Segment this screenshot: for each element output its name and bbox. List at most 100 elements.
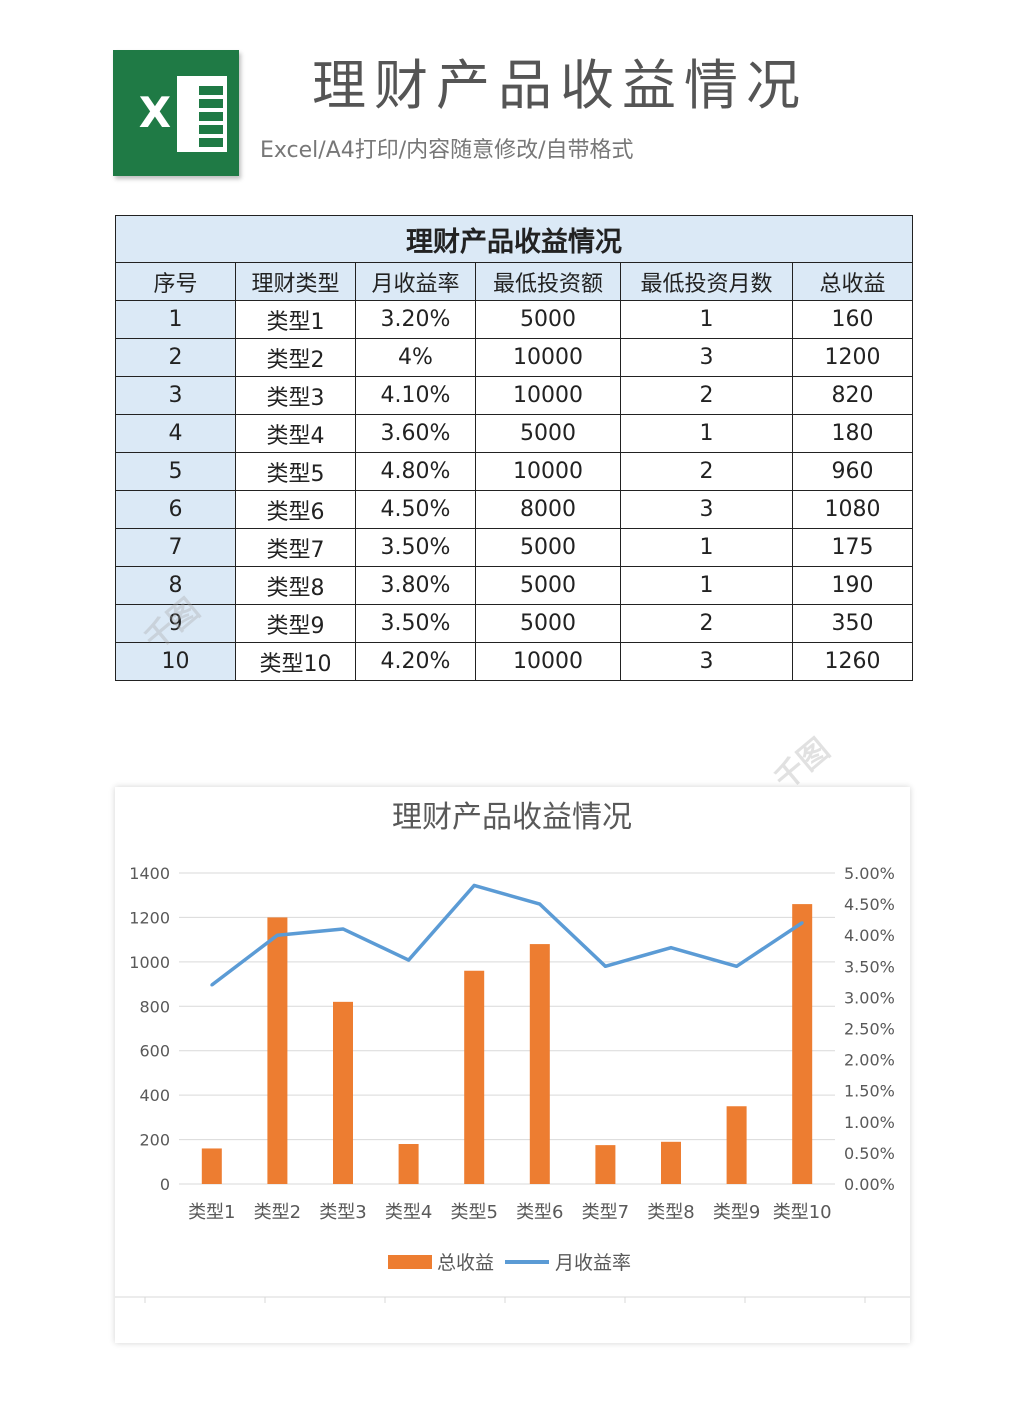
line-point [341,927,345,931]
x-tick-label: 类型2 [254,1202,301,1223]
line-point [800,921,804,925]
table-cell: 1 [115,300,236,339]
table-cell: 1 [620,566,793,605]
y-right-tick-label: 5.00% [844,864,895,883]
table-cell: 3 [620,642,793,681]
column-header: 月收益率 [355,262,476,301]
y-left-tick-label: 400 [139,1086,170,1105]
line-point [210,983,214,987]
bar-total-income [267,917,288,1184]
y-right-tick-label: 0.00% [844,1175,895,1194]
column-header: 序号 [115,262,236,301]
table-cell: 4 [115,414,236,453]
table-cell: 10000 [475,452,621,491]
y-right-tick-label: 4.00% [844,926,895,945]
table-row: 10 类型10 4.20% 10000 3 1260 [115,642,914,681]
table-cell: 1 [620,414,793,453]
table-cell: 5000 [475,414,621,453]
table-cell: 4.50% [355,490,476,529]
x-tick-label: 类型7 [582,1202,629,1223]
y-right-tick-label: 0.50% [844,1144,895,1163]
y-right-tick-label: 3.50% [844,957,895,976]
table-cell: 5000 [475,300,621,339]
income-table: 理财产品收益情况 序号 理财类型 月收益率 最低投资额 最低投资月数 总收益 1 类型1 3.… [114,215,914,681]
column-header: 最低投资月数 [620,262,793,301]
x-tick-label: 类型5 [450,1202,497,1223]
table-cell: 类型8 [235,566,356,605]
table-cell: 350 [791,604,914,643]
line-point [472,883,476,887]
column-header: 最低投资额 [475,262,621,301]
x-tick-label: 类型3 [319,1202,366,1223]
x-tick-label: 类型6 [516,1202,563,1223]
table-cell: 2 [620,452,793,491]
table-cell: 10000 [475,376,621,415]
bar-total-income [661,1141,681,1184]
table-cell: 4.10% [355,376,476,415]
table-row: 6 类型6 4.50% 8000 3 1080 [115,490,914,529]
table-cell: 960 [791,452,914,491]
line-point [407,958,411,962]
table-cell: 5 [115,452,236,491]
table-cell: 2 [620,604,793,643]
line-point [669,946,673,950]
table-cell: 10000 [475,338,621,377]
table-cell: 1200 [791,338,914,377]
x-tick-label: 类型9 [713,1202,760,1223]
table-cell: 1080 [791,490,914,529]
bar-total-income [464,970,485,1184]
bar-total-income [726,1106,747,1184]
table-cell: 4% [355,338,476,377]
bar-total-income [398,1144,419,1184]
table-cell: 8000 [475,490,621,529]
y-left-tick-label: 1200 [129,908,170,927]
y-left-tick-label: 800 [139,997,170,1016]
legend-label-bar: 总收益 [437,1252,494,1274]
y-left-tick-label: 1400 [129,864,170,883]
table-row: 8 类型8 3.80% 5000 1 190 [115,566,914,605]
line-point [538,902,542,906]
line-point [603,964,607,968]
legend-label-line: 月收益率 [555,1252,631,1274]
table-cell: 180 [791,414,914,453]
logo-letter: X [138,88,172,137]
table-row: 2 类型2 4% 10000 3 1200 [115,338,914,377]
x-tick-label: 类型4 [385,1202,432,1223]
table-cell: 5000 [475,528,621,567]
table-cell: 3 [620,490,793,529]
table-cell: 10000 [475,642,621,681]
y-right-tick-label: 1.50% [844,1082,895,1101]
y-right-tick-label: 1.00% [844,1113,895,1132]
combo-chart: 理财产品收益情况 0 200 400 600 800 1000 1200 1400 0.00% 0.… [115,800,910,1303]
chart-title: 理财产品收益情况 [392,800,632,835]
table-cell: 3.60% [355,414,476,453]
table-row: 4 类型4 3.60% 5000 1 180 [115,414,914,453]
y-left-tick-label: 200 [139,1131,170,1150]
table-row: 1 类型1 3.20% 5000 1 160 [115,300,914,339]
table-cell: 175 [791,528,914,567]
table-cell: 类型5 [235,452,356,491]
table-cell: 4.80% [355,452,476,491]
y-left-tick-label: 600 [139,1042,170,1061]
table-cell: 3.50% [355,528,476,567]
y-right-tick-label: 4.50% [844,895,895,914]
table-cell: 1 [620,300,793,339]
table-cell: 8 [115,566,236,605]
bar-total-income [529,944,550,1184]
excel-logo-icon: X [113,50,239,176]
table-cell: 10 [115,642,236,681]
table-body: 1 类型1 3.20% 5000 1 160 2 类型2 4% 10000 3 1200 3 类型3 4.1… [115,300,914,681]
table-cell: 5000 [475,566,621,605]
x-tick-label: 类型8 [647,1202,694,1223]
table-row: 5 类型5 4.80% 10000 2 960 [115,452,914,491]
table-cell: 3 [115,376,236,415]
bar-total-income [792,904,813,1184]
table-cell: 3.50% [355,604,476,643]
table-cell: 4.20% [355,642,476,681]
chart-panel: 理财产品收益情况 0 200 400 600 800 1000 1200 1400 0.00% 0.… [115,787,910,1343]
column-header: 总收益 [791,262,914,301]
line-point [735,964,739,968]
page-subtitle: Excel/A4打印/内容随意修改/自带格式 [260,138,634,163]
y-left-tick-label: 0 [160,1175,170,1194]
table-cell: 5000 [475,604,621,643]
